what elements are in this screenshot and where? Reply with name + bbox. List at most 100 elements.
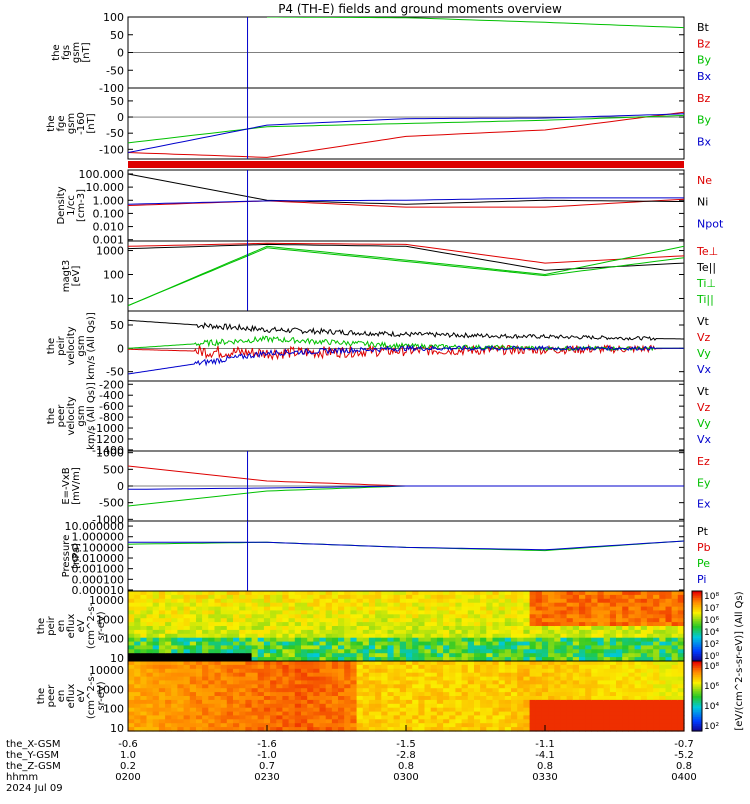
spectrogram-cell (665, 602, 673, 608)
spectrogram-cell (467, 591, 475, 596)
spectrogram-cell (233, 719, 240, 724)
spectrogram-cell (517, 606, 524, 612)
spectrogram-cell (128, 618, 135, 623)
spectrogram-cell (313, 645, 321, 650)
spectrogram-cell (165, 626, 172, 631)
spectrogram-cell (498, 723, 506, 728)
spectrogram-cell (653, 594, 660, 600)
spectrogram-cell (387, 715, 395, 720)
spectrogram-cell (171, 661, 178, 666)
spectrogram-cell (387, 602, 395, 608)
spectrogram-cell (158, 676, 166, 682)
spectrogram-cell (152, 629, 160, 635)
spectrogram-cell (511, 668, 518, 674)
spectrogram-cell (498, 637, 506, 643)
spectrogram-cell (597, 684, 605, 689)
spectrogram-cell (387, 618, 395, 623)
spectrogram-cell (368, 668, 376, 674)
spectrogram-cell (251, 591, 259, 596)
spectrogram-cell (504, 699, 512, 705)
spectrogram-cell (257, 696, 265, 701)
spectrogram-cell (226, 664, 234, 670)
spectrogram-cell (362, 696, 370, 701)
spectrogram-cell (554, 707, 562, 713)
spectrogram-cell (653, 688, 660, 693)
spectrogram-cell (276, 684, 284, 689)
spectrogram-cell (467, 699, 475, 705)
spectrogram-cell (239, 622, 246, 627)
spectrogram-cell (498, 645, 506, 650)
spectrogram-cell (616, 680, 623, 685)
spectrogram-cell (202, 626, 209, 631)
series-density-Npot (128, 197, 684, 205)
spectrogram-cell (535, 727, 543, 732)
spectrogram-cell (171, 645, 178, 650)
spectrogram-cell (276, 699, 284, 705)
series-group (128, 521, 684, 591)
spectrogram-cell (189, 610, 197, 615)
spectrogram-cell (498, 727, 506, 732)
spectrogram-cell (449, 711, 456, 717)
spectrogram-cell (220, 680, 228, 685)
spectrogram-cell (474, 610, 481, 615)
spectrogram-cell (393, 641, 401, 647)
spectrogram-cell (344, 641, 351, 647)
spectrogram-cell (455, 703, 463, 709)
y-axis-label: magt3 [eV] (61, 260, 82, 293)
spectrogram-cell (233, 707, 240, 713)
spectrogram-cell (288, 723, 296, 728)
spectrogram-cell (251, 692, 259, 697)
spectrogram-cell (288, 688, 296, 693)
colorbar-swatch (692, 720, 702, 723)
spectrogram-cell (350, 719, 358, 724)
spectrogram-cell (609, 692, 617, 697)
spectrogram-cell (436, 622, 444, 627)
spectrogram-cell (220, 715, 228, 720)
spectrogram-cell (646, 676, 654, 682)
spectrogram-cell (443, 707, 450, 713)
spectrogram-cell (325, 622, 333, 627)
spectrogram-cell (572, 645, 580, 650)
spectrogram-cell (393, 591, 401, 596)
spectrogram-cell (350, 618, 358, 623)
spectrogram-cell (189, 699, 197, 705)
spectrogram-cell (406, 637, 413, 643)
spectrogram-cell (548, 633, 555, 639)
spectrogram-cell (616, 715, 623, 720)
spectrogram-cell (338, 684, 345, 689)
spectrogram-cell (541, 598, 549, 604)
spectrogram-cell (399, 614, 407, 619)
spectrogram-cell (233, 711, 240, 717)
spectrogram-cell (412, 715, 419, 720)
spectrogram-cell (226, 598, 234, 604)
spectrogram-cell (455, 591, 463, 596)
spectrogram-cell (338, 676, 345, 682)
spectrogram-cell (399, 715, 407, 720)
spectrogram-cell (134, 688, 141, 693)
spectrogram-cell (146, 727, 154, 732)
spectrogram-cell (474, 633, 481, 639)
spectrogram-cell (653, 614, 660, 619)
spectrogram-cell (572, 610, 580, 615)
spectrogram-cell (393, 676, 401, 682)
spectrogram-cell (418, 661, 426, 666)
spectrogram-cell (146, 657, 154, 662)
spectrogram-cell (443, 688, 450, 693)
spectrogram-cell (480, 703, 487, 709)
spectrogram-cell (301, 707, 308, 713)
spectrogram-cell (165, 591, 172, 596)
spectrogram-cell (461, 699, 469, 705)
spectrogram-cell (220, 684, 228, 689)
spectrogram-cell (140, 668, 148, 674)
spectrogram-cell (492, 629, 500, 635)
spectrogram-cell (498, 598, 506, 604)
spectrogram-cell (146, 661, 154, 666)
spectrogram-cell (171, 688, 178, 693)
spectrogram-cell (270, 661, 277, 666)
spectrogram-cell (270, 672, 277, 678)
colorbar-swatch (692, 662, 702, 666)
spectrogram-cell (344, 657, 351, 662)
spectrogram-cell (535, 661, 543, 666)
spectrogram-cell (381, 598, 389, 604)
spectrogram-cell (233, 703, 240, 709)
